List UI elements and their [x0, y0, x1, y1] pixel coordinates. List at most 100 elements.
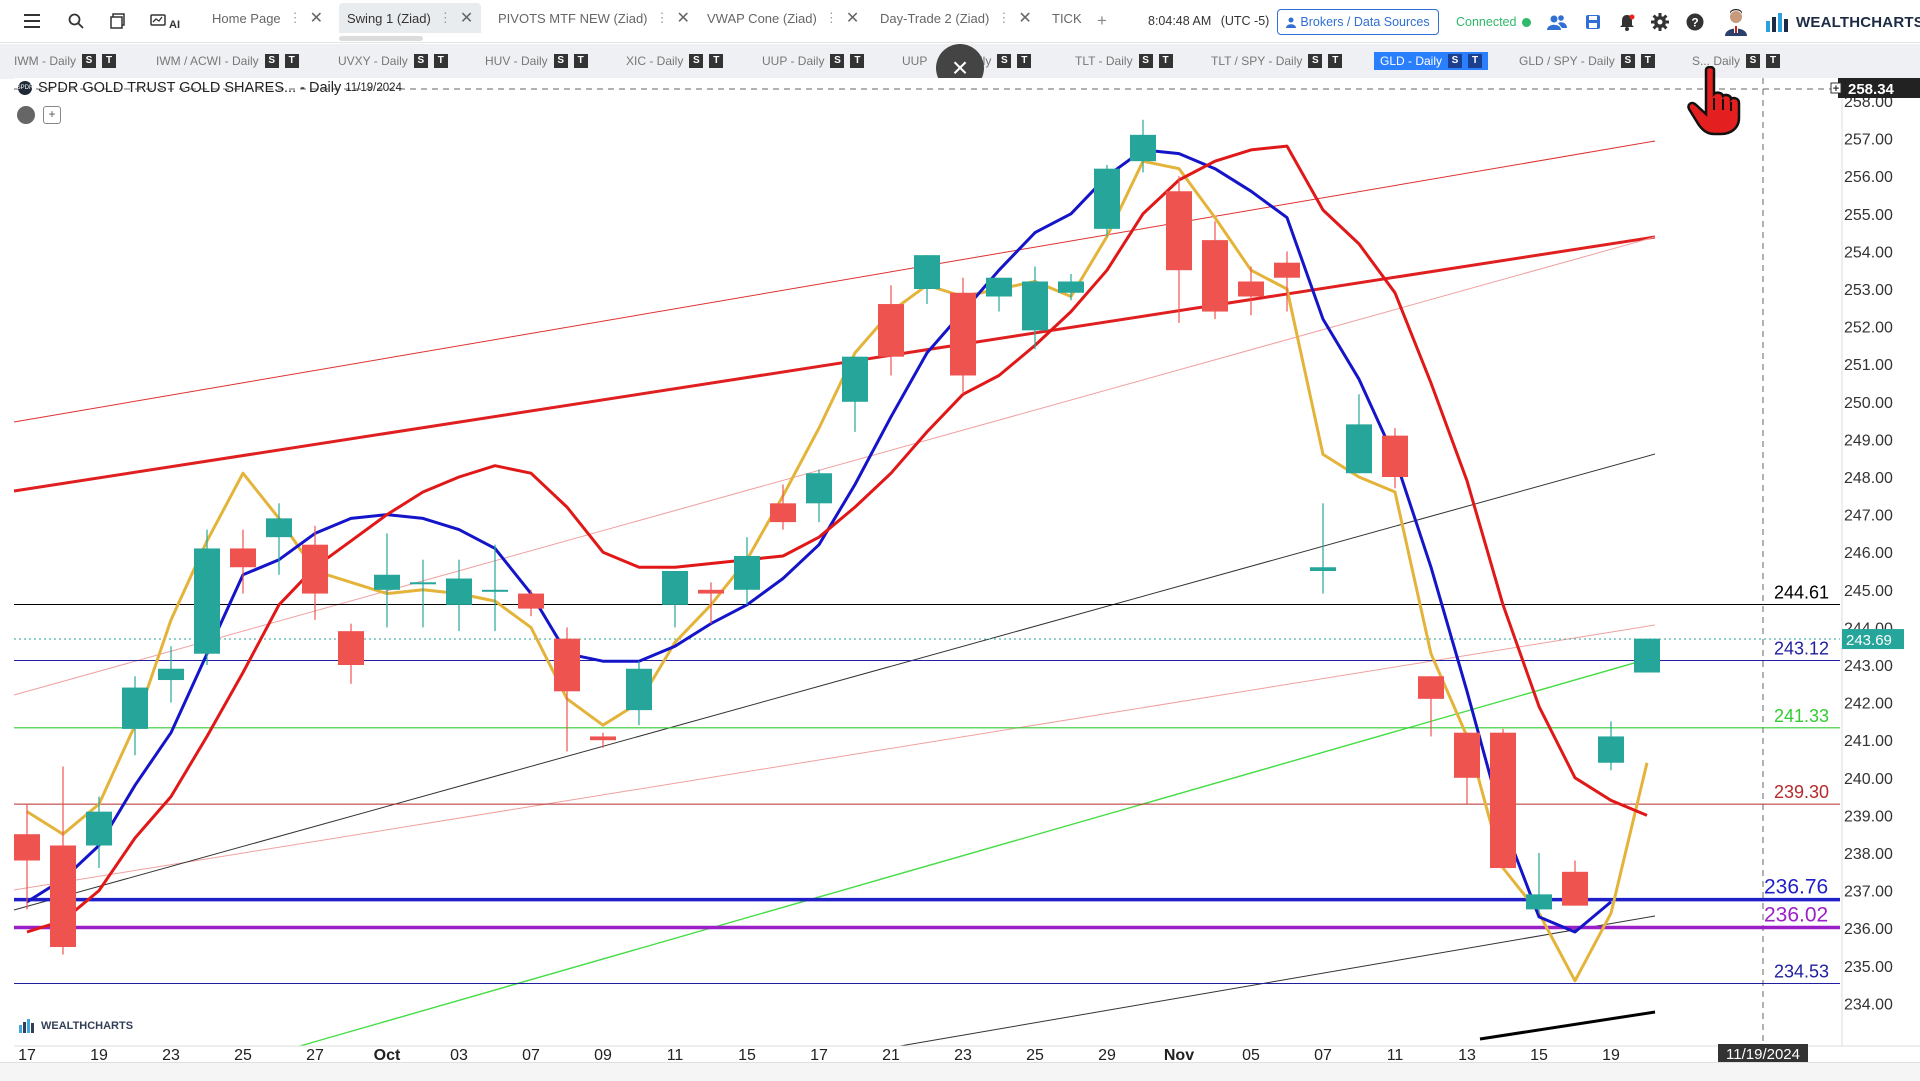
indicator-settings-icon[interactable] — [17, 106, 35, 124]
symbol-tab[interactable]: UUP - Daily S T — [762, 52, 865, 70]
candle-body[interactable] — [1274, 262, 1300, 278]
candle-body[interactable] — [1130, 134, 1156, 162]
trendline-upper-thin[interactable] — [13, 140, 1656, 423]
candle-body[interactable] — [446, 578, 472, 605]
ai-icon[interactable]: AI — [148, 9, 182, 33]
candle-body[interactable] — [302, 544, 328, 594]
candle-body[interactable] — [950, 292, 976, 376]
trendline-pink[interactable] — [13, 236, 1656, 696]
candle-body[interactable] — [122, 687, 148, 729]
candle-body[interactable] — [374, 574, 400, 590]
candle-body[interactable] — [1238, 281, 1264, 297]
candle-body[interactable] — [482, 589, 508, 592]
candle-body[interactable] — [1346, 424, 1372, 474]
candle-body[interactable] — [158, 668, 184, 681]
trendline-black[interactable] — [13, 453, 1656, 911]
symbol-tab[interactable]: ily S T — [980, 52, 1032, 70]
candle-body[interactable] — [1022, 281, 1048, 331]
candle-body[interactable] — [518, 593, 544, 609]
candle-body[interactable] — [734, 555, 760, 590]
symbol-tab[interactable]: UUP — [902, 52, 927, 70]
candle-body[interactable] — [698, 589, 724, 594]
trendline-pink-lower[interactable] — [13, 624, 1656, 891]
symbol-tab[interactable]: IWM - Daily S T — [14, 52, 116, 70]
tab-home-page[interactable]: Home Page ⋮ ✕ — [204, 3, 331, 33]
search-icon[interactable] — [64, 9, 88, 33]
tab-options-icon[interactable]: ⋮ — [824, 10, 838, 25]
close-icon[interactable]: ✕ — [676, 10, 690, 27]
add-alert-icon[interactable] — [1830, 82, 1842, 94]
price-chart[interactable]: 244.61 243.12 241.33 239.30 236.76 236.02 234.… — [0, 78, 1920, 1062]
symbol-tab[interactable]: XIC - Daily S T — [626, 52, 724, 70]
trendline-black-bold[interactable] — [1479, 1010, 1656, 1041]
tab-options-icon[interactable]: ⋮ — [438, 10, 452, 25]
close-icon[interactable]: ✕ — [459, 10, 474, 27]
symbol-tab[interactable]: TLT / SPY - Daily S T — [1211, 52, 1343, 70]
tab-options-icon[interactable]: ⋮ — [997, 10, 1011, 25]
close-icon[interactable]: ✕ — [845, 10, 860, 27]
close-icon[interactable]: ✕ — [309, 10, 324, 27]
symbol-tab[interactable]: TLT - Daily S T — [1075, 52, 1173, 70]
tab-day-trade-2[interactable]: Day-Trade 2 (Ziad) ⋮ ✕ — [872, 3, 1040, 33]
symbol-tab[interactable]: HUV - Daily S T — [485, 52, 588, 70]
tab-options-icon[interactable]: ⋮ — [655, 10, 669, 25]
trendline-green[interactable] — [299, 656, 1656, 1047]
horizontal-scrollbar[interactable] — [0, 1062, 1920, 1081]
settings-gear-icon[interactable] — [1649, 11, 1671, 33]
symbol-tab-gld-daily[interactable]: GLD - Daily S T — [1374, 52, 1489, 70]
time-axis[interactable] — [0, 1046, 1920, 1062]
candle-body[interactable] — [1382, 435, 1408, 477]
tab-options-icon[interactable]: ⋮ — [288, 10, 302, 25]
candle-body[interactable] — [1634, 638, 1660, 673]
symbol-tab[interactable]: UVXY - Daily S T — [338, 52, 448, 70]
candle-body[interactable] — [194, 548, 220, 654]
candle-body[interactable] — [1166, 191, 1192, 271]
candle-body[interactable] — [1202, 240, 1228, 312]
candle-body[interactable] — [1454, 732, 1480, 778]
candle-body[interactable] — [1094, 168, 1120, 229]
candle-body[interactable] — [1418, 676, 1444, 699]
candle-body[interactable] — [554, 638, 580, 692]
notifications-icon[interactable] — [1616, 11, 1638, 33]
candle-body[interactable] — [1310, 567, 1336, 571]
save-icon[interactable] — [1582, 11, 1604, 33]
candle-body[interactable] — [878, 304, 904, 357]
brokers-button[interactable]: Brokers / Data Sources — [1277, 9, 1439, 35]
candle-body[interactable] — [230, 548, 256, 568]
tab-tick[interactable]: TICK — [1044, 3, 1090, 33]
candle-body[interactable] — [806, 473, 832, 504]
tab-vwap-cone[interactable]: VWAP Cone (Ziad) ⋮ ✕ — [699, 3, 867, 33]
candle-body[interactable] — [1058, 281, 1084, 293]
symbol-tab[interactable]: GLD / SPY - Daily S T — [1519, 52, 1655, 70]
price-axis[interactable] — [1842, 78, 1920, 1046]
moving-average-red[interactable] — [26, 144, 1648, 934]
menu-icon[interactable] — [20, 9, 44, 33]
candle-body[interactable] — [266, 518, 292, 538]
candle-body[interactable] — [1598, 736, 1624, 763]
brand-logo[interactable]: WEALTHCHARTS — [1765, 11, 1920, 33]
trendline-black-lower[interactable] — [899, 915, 1656, 1047]
help-icon[interactable]: ? — [1684, 11, 1706, 33]
users-icon[interactable] — [1546, 11, 1568, 33]
candle-body[interactable] — [770, 503, 796, 523]
candle-body[interactable] — [86, 811, 112, 846]
candle-body[interactable] — [662, 571, 688, 605]
candle-body[interactable] — [626, 668, 652, 711]
symbol-tab[interactable]: S... Daily S T — [1692, 52, 1781, 70]
candle-body[interactable] — [842, 356, 868, 402]
candle-body[interactable] — [1526, 894, 1552, 910]
tab-pivots-mtf[interactable]: PIVOTS MTF NEW (Ziad) ⋮ ✕ — [490, 3, 698, 33]
moving-average-blue[interactable] — [26, 148, 1612, 934]
candle-body[interactable] — [914, 255, 940, 289]
close-icon[interactable]: ✕ — [1018, 10, 1032, 27]
add-tab-icon[interactable]: + — [1097, 11, 1107, 30]
tab-swing-1[interactable]: Swing 1 (Ziad) ⋮ ✕ — [339, 3, 482, 33]
candle-body[interactable] — [590, 736, 616, 741]
candle-body[interactable] — [1562, 871, 1588, 906]
avatar[interactable] — [1722, 8, 1750, 36]
add-indicator-icon[interactable]: + — [43, 106, 61, 124]
trendline-channel-red[interactable] — [13, 235, 1656, 493]
layouts-icon[interactable] — [106, 9, 130, 33]
candle-body[interactable] — [14, 834, 40, 861]
candle-body[interactable] — [50, 845, 76, 947]
